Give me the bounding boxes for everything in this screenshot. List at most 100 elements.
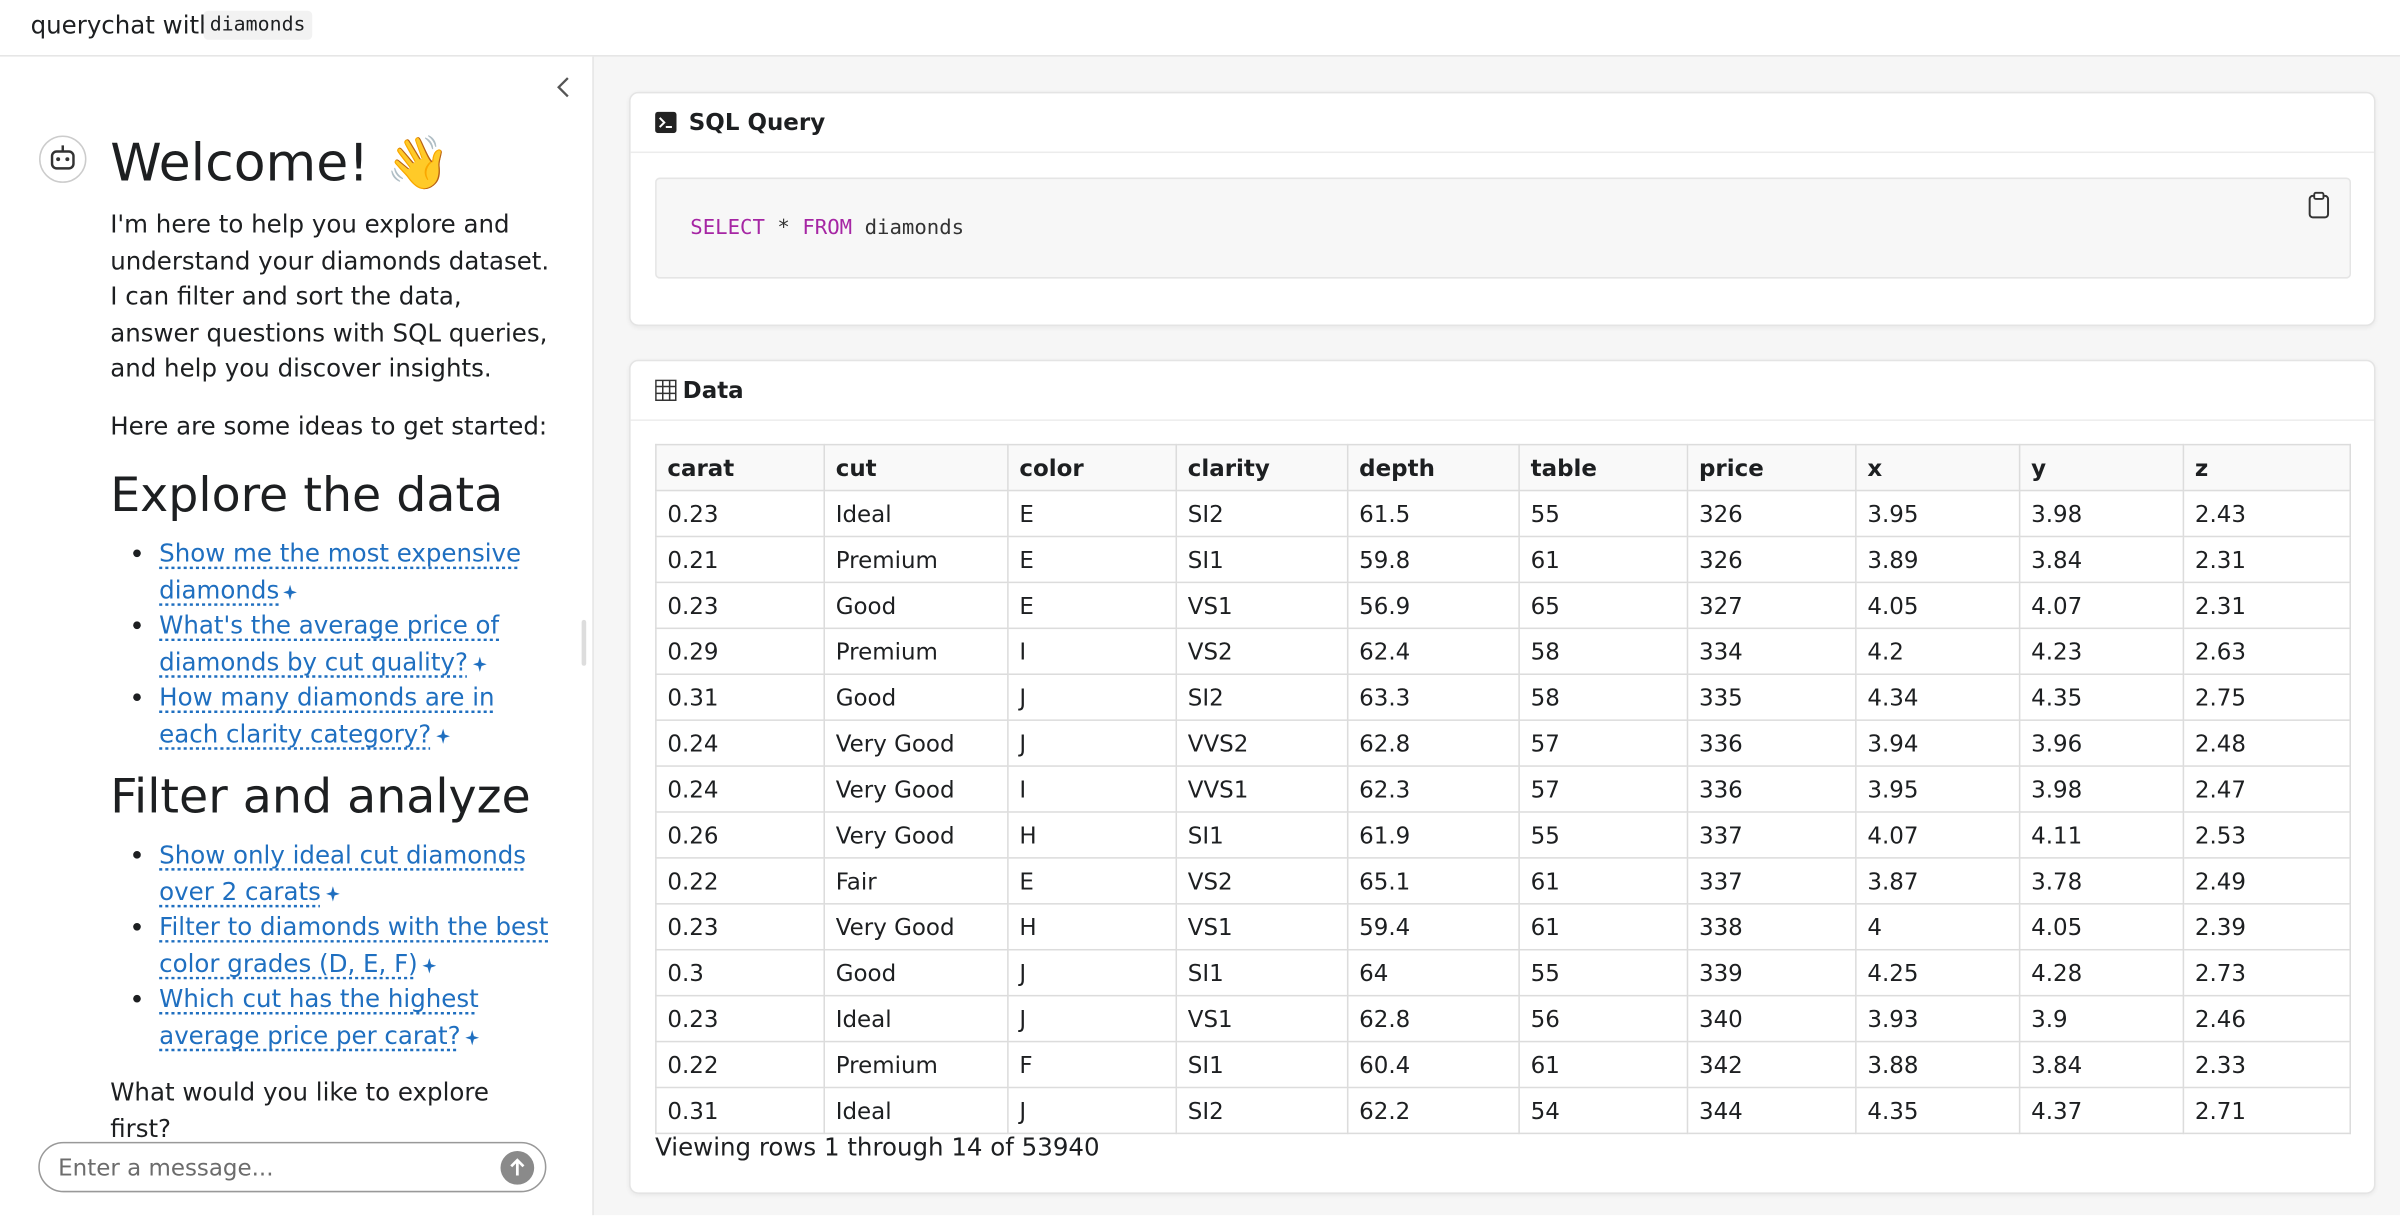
table-cell: Very Good [823,811,1009,859]
table-cell: 3.94 [1855,719,2021,767]
table-cell: Ideal [823,1086,1009,1135]
data-card: Data carat cut color clarity depth table price… [629,359,2376,1194]
table-cell: 60.4 [1346,1040,1520,1089]
suggestion-link[interactable]: Show me the most expensive diamonds [159,538,522,604]
suggestion-item: Show only ideal cut diamonds over 2 cara… [159,837,557,909]
table-cell: 65 [1518,581,1689,630]
chat-input[interactable]: Enter a message... [38,1141,547,1193]
suggestion-link[interactable]: Show only ideal cut diamonds over 2 cara… [159,840,527,906]
table-cell: 0.24 [655,719,825,767]
table-cell: 2.31 [2182,581,2352,630]
table-cell: 4.34 [1855,673,2021,721]
table-cell: 4.35 [1855,1086,2021,1135]
table-cell: F [1007,1040,1178,1089]
table-cell: 54 [1518,1086,1689,1135]
table-cell: VS1 [1175,994,1349,1043]
table-row: 0.29 Premium I VS2 62.4 58 334 4.2 4.23 2.63 [655,627,2352,675]
suggestion-link[interactable]: How many diamonds are in each clarity ca… [159,682,495,748]
table-cell: 59.4 [1346,903,1520,951]
suggestion-link[interactable]: What's the average price of diamonds by … [159,610,500,676]
table-cell: 61 [1518,857,1689,905]
column-header: clarity [1175,443,1349,492]
table-cell: H [1007,903,1178,951]
suggestion-item: Which cut has the highest average price … [159,981,557,1053]
table-cell: 2.31 [2182,535,2352,584]
table-cell: 2.71 [2182,1086,2352,1135]
card-header: SQL Query [630,93,2374,154]
table-cell: E [1007,535,1178,584]
table-cell: Fair [823,857,1009,905]
table-row: 0.21 Premium E SI1 59.8 61 326 3.89 3.84 2.31 [655,535,2352,584]
table-cell: 62.2 [1346,1086,1520,1135]
table-cell: SI1 [1175,1040,1349,1089]
sparkle-icon [435,727,450,744]
table-cell: 3.87 [1855,857,2021,905]
table-cell: 2.33 [2182,1040,2352,1089]
main-panel: SQL Query SELECT * FROM diamonds Data ca… [593,56,2400,1216]
table-cell: Ideal [823,489,1009,538]
column-header: cut [823,443,1009,492]
sparkle-icon [325,885,340,901]
suggestion-list: Show only ideal cut diamonds over 2 cara… [110,837,557,1053]
sql-keyword: FROM [802,215,853,241]
table-row: 0.22 Premium F SI1 60.4 61 342 3.88 3.84 2.33 [655,1040,2352,1089]
column-header: depth [1346,443,1520,492]
table-cell: 336 [1686,765,1857,813]
table-cell: 326 [1686,489,1857,538]
table-cell: Premium [823,627,1009,675]
table-cell: 3.9 [2018,994,2185,1043]
table-cell: 0.23 [655,581,825,630]
sql-keyword: SELECT [690,215,765,241]
input-placeholder: Enter a message... [58,1154,274,1182]
suggestion-item: How many diamonds are in each clarity ca… [159,680,557,752]
assistant-icon [39,135,87,183]
table-cell: 61.9 [1346,811,1520,859]
table-cell: 0.24 [655,765,825,813]
table-cell: SI1 [1175,811,1349,859]
collapse-button[interactable] [554,75,572,99]
table-cell: 4.28 [2018,948,2185,997]
table-cell: 2.49 [2182,857,2352,905]
table-cell: SI2 [1175,1086,1349,1135]
header-row: carat cut color clarity depth table price x y z [655,443,2352,492]
table-cell: 4.05 [2018,903,2185,951]
table-cell: SI1 [1175,535,1349,584]
suggestion-sections: Explore the data Show me the most expensi… [110,465,557,1053]
suggestion-link[interactable]: Which cut has the highest average price … [159,984,479,1050]
table-cell: 3.93 [1855,994,2021,1043]
table-cell: 342 [1686,1040,1857,1089]
suggestion-link[interactable]: Filter to diamonds with the best color g… [159,912,549,978]
table-cell: 57 [1518,719,1689,767]
table-cell: 65.1 [1346,857,1520,905]
table-cell: 3.78 [2018,857,2185,905]
table-cell: Good [823,673,1009,721]
table-cell: 338 [1686,903,1857,951]
suggestion-item: Filter to diamonds with the best color g… [159,909,557,981]
table-cell: 0.23 [655,903,825,951]
copy-button[interactable] [2307,191,2331,219]
table-row: 0.22 Fair E VS2 65.1 61 337 3.87 3.78 2.49 [655,857,2352,905]
table-cell: 0.22 [655,857,825,905]
resize-handle[interactable] [581,619,587,666]
table-cell: 59.8 [1346,535,1520,584]
table-cell: 0.31 [655,673,825,721]
table-cell: 56 [1518,994,1689,1043]
table-cell: 55 [1518,489,1689,538]
column-header: table [1518,443,1689,492]
table-cell: SI2 [1175,673,1349,721]
table-cell: 4.23 [2018,627,2185,675]
table-cell: Good [823,581,1009,630]
table-cell: 335 [1686,673,1857,721]
table-cell: E [1007,489,1178,538]
table-cell: J [1007,994,1178,1043]
table-cell: 2.48 [2182,719,2352,767]
table-cell: 62.8 [1346,994,1520,1043]
send-button[interactable] [499,1149,536,1186]
table-cell: J [1007,948,1178,997]
table-cell: 58 [1518,673,1689,721]
table-cell: 2.43 [2182,489,2352,538]
table-cell: 61 [1518,1040,1689,1089]
table-cell: 4 [1855,903,2021,951]
table-cell: 337 [1686,811,1857,859]
